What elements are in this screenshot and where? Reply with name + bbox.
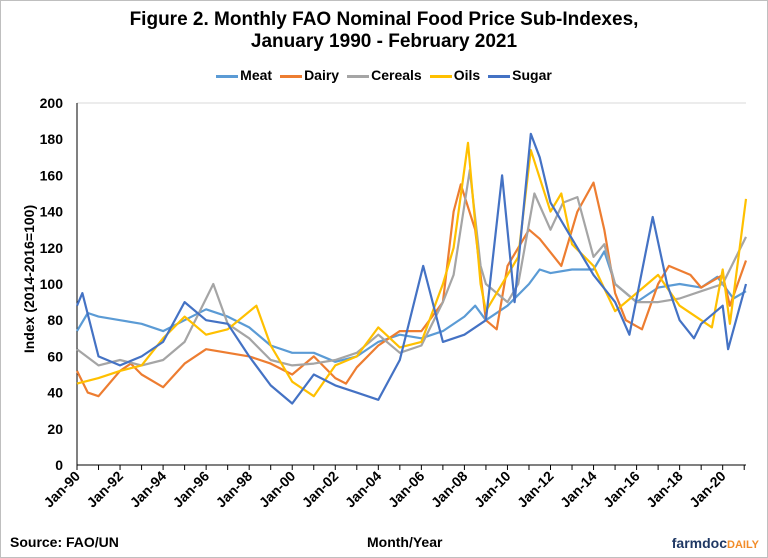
y-tick-label: 20: [47, 421, 63, 437]
x-tick-label: Jan-08: [428, 468, 471, 511]
x-tick-label: Jan-20: [686, 468, 729, 511]
series-line-dairy: [76, 181, 748, 398]
x-tick-label: Jan-02: [299, 468, 342, 511]
legend-item-oils: Oils: [429, 67, 481, 83]
x-tick-label: Jan-94: [127, 468, 170, 511]
x-axis-label: Month/Year: [367, 534, 443, 550]
legend-label: Dairy: [304, 67, 340, 83]
y-tick-label: 0: [55, 457, 63, 473]
x-tick-label: Jan-00: [256, 468, 299, 511]
legend-label: Sugar: [512, 67, 552, 83]
legend-item-cereals: Cereals: [347, 67, 422, 83]
legend-swatch: [216, 74, 239, 78]
x-tick-label: Jan-18: [643, 468, 686, 511]
x-tick-label: Jan-06: [385, 468, 428, 511]
y-tick-label: 200: [40, 95, 64, 111]
legend-item-sugar: Sugar: [488, 67, 552, 83]
y-tick-label: 120: [40, 240, 64, 256]
y-tick-label: 40: [47, 385, 63, 401]
legend-item-dairy: Dairy: [280, 67, 339, 83]
chart-title: Figure 2. Monthly FAO Nominal Food Price…: [1, 9, 767, 53]
y-tick-label: 80: [47, 312, 63, 328]
source-note: Source: FAO/UN: [10, 534, 119, 550]
x-tick-label: Jan-98: [213, 468, 256, 511]
legend-label: Meat: [240, 67, 273, 83]
title-line-1: Figure 2. Monthly FAO Nominal Food Price…: [129, 9, 639, 30]
x-tick-label: Jan-16: [600, 468, 643, 511]
series-line-oils: [76, 141, 748, 398]
legend-swatch: [429, 74, 452, 78]
legend-swatch: [347, 74, 370, 78]
farmdoc-daily-logo: farmdocDAILY: [671, 535, 759, 551]
legend-label: Oils: [453, 67, 481, 83]
legend-label: Cereals: [371, 67, 422, 83]
y-tick-label: 140: [40, 204, 64, 220]
x-tick-label: Jan-96: [170, 468, 213, 511]
series-line-sugar: [75, 132, 748, 405]
y-tick-label: 60: [47, 348, 63, 364]
title-line-2: January 1990 - February 2021: [250, 31, 518, 52]
series-line-cereals: [76, 168, 747, 367]
legend-item-meat: Meat: [216, 67, 272, 83]
y-tick-label: 180: [40, 131, 64, 147]
y-tick-label: 160: [40, 167, 64, 183]
x-tick-label: Jan-92: [83, 468, 126, 511]
x-tick-label: Jan-14: [557, 468, 600, 511]
legend-swatch: [488, 74, 511, 78]
x-tick-label: Jan-10: [471, 468, 514, 511]
x-tick-label: Jan-04: [342, 468, 385, 511]
legend-swatch: [280, 74, 303, 78]
x-tick-label: Jan-90: [40, 468, 83, 511]
y-tick-label: 100: [40, 276, 64, 292]
x-tick-label: Jan-12: [514, 468, 557, 511]
legend: Meat Dairy Cereals Oils Sugar: [1, 67, 767, 83]
